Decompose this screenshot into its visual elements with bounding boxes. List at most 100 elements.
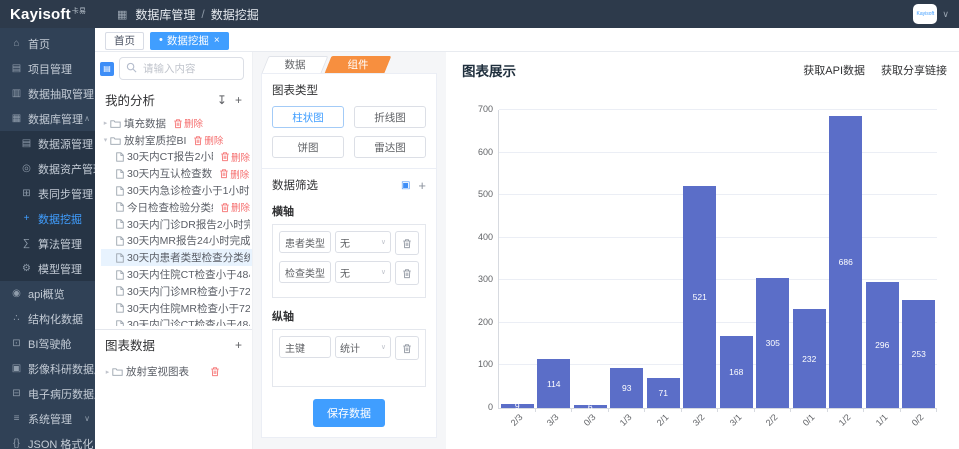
bar-slot: 6 0/3 bbox=[572, 110, 609, 428]
tree-arrow-icon[interactable]: ▸ bbox=[103, 120, 108, 128]
tree-item[interactable]: 30天内互认检查数 删除 bbox=[101, 165, 252, 182]
chart-type-label: 图表类型 bbox=[272, 85, 318, 97]
sidebar-item-api-overview[interactable]: ◉ api概览 bbox=[0, 281, 95, 306]
sidebar-item-data-extract-mgmt[interactable]: ▥ 数据抽取管理 ∨ bbox=[0, 81, 95, 106]
trash-button[interactable] bbox=[395, 261, 419, 285]
sidebar-item-structured-data[interactable]: ∴ 结构化数据 bbox=[0, 306, 95, 331]
algorithm-mgmt-icon: ∑ bbox=[22, 238, 31, 249]
sidebar-item-model-mgmt[interactable]: ⚙ 模型管理 bbox=[0, 256, 95, 281]
tree-item[interactable]: 30天内门诊CT检查小于48小时总计 bbox=[101, 317, 252, 326]
delete-link[interactable]: 删除 bbox=[220, 200, 250, 214]
config-tab-1[interactable]: 组件 bbox=[324, 56, 392, 73]
save-data-button[interactable]: 保存数据 bbox=[313, 399, 385, 427]
sidebar-item-data-mining[interactable]: + 数据挖掘 bbox=[0, 206, 95, 231]
breadcrumb-item-data-mining[interactable]: 数据挖掘 bbox=[210, 7, 259, 22]
main: ⌂首页▤项目管理▥数据抽取管理∨▦数据库管理∧▤数据源管理◎数据资产管理⊞表同步… bbox=[0, 28, 959, 449]
tree-item[interactable]: 30天内门诊MR检查小于72小时总计 bbox=[101, 283, 252, 300]
trash-button[interactable] bbox=[395, 231, 419, 255]
delete-link[interactable]: 删除 bbox=[220, 150, 250, 164]
trash-icon[interactable] bbox=[210, 366, 220, 377]
sidebar-item-bi-cockpit[interactable]: ⊡ BI驾驶舱 bbox=[0, 331, 95, 356]
get-share-link[interactable]: 获取分享链接 bbox=[881, 65, 947, 77]
x-axis-field[interactable]: 检查类型 bbox=[279, 261, 331, 283]
search-input[interactable] bbox=[141, 61, 237, 76]
tree-item[interactable]: 30天内住院CT检查小于48小时总计 bbox=[101, 266, 252, 283]
bar: 521 bbox=[683, 186, 717, 408]
tree-item[interactable]: 今日检查检验分类统计删除 bbox=[101, 199, 252, 216]
add-analysis-icon[interactable]: + bbox=[234, 92, 242, 107]
folder-icon bbox=[112, 367, 123, 376]
tree-item[interactable]: 30天内门诊DR报告2小时完成数 bbox=[101, 216, 252, 233]
chart-data-item[interactable]: ▸ 放射室视图表 bbox=[95, 358, 252, 379]
config-tab-0[interactable]: 数据 bbox=[261, 56, 329, 73]
tree-item[interactable]: 30天内住院MR检查小于72小时总计 bbox=[101, 300, 252, 317]
delete-link[interactable]: 删除 bbox=[219, 167, 249, 181]
copy-icon[interactable]: ▣ bbox=[400, 179, 411, 191]
search-box[interactable] bbox=[119, 57, 244, 80]
y-axis-box: 主键 统计 ∨ bbox=[272, 329, 426, 387]
sidebar-item-table-sync-mgmt[interactable]: ⊞ 表同步管理 bbox=[0, 181, 95, 206]
chevron-down-icon[interactable]: ∨ bbox=[942, 8, 949, 19]
chart-type-button-0[interactable]: 柱状图 bbox=[272, 106, 344, 128]
tree-item[interactable]: 30天内急诊检查小于1小时总计 bbox=[101, 182, 252, 199]
sidebar-item-data-source-mgmt[interactable]: ▤ 数据源管理 bbox=[0, 131, 95, 156]
tree-item-label: 30天内CT报告2小时完成数 bbox=[127, 151, 213, 164]
chart-type-button-3[interactable]: 雷达图 bbox=[354, 136, 426, 158]
get-api-data-link[interactable]: 获取API数据 bbox=[803, 65, 865, 77]
tree-item[interactable]: 30天内患者类型检查分类统计 bbox=[101, 249, 252, 267]
y-axis-field[interactable]: 主键 bbox=[279, 336, 331, 358]
x-axis-tick-label: 1/1 bbox=[873, 412, 890, 428]
close-icon[interactable]: × bbox=[213, 34, 220, 46]
model-mgmt-icon: ⚙ bbox=[22, 263, 31, 274]
x-axis-agg-select[interactable]: 无 ∨ bbox=[335, 261, 391, 283]
config-tabs: 数据 组件 bbox=[261, 52, 437, 73]
grid-icon[interactable]: ▤ bbox=[100, 61, 114, 76]
tree-item[interactable]: 30天内MR报告24小时完成数 bbox=[101, 233, 252, 250]
gridline bbox=[499, 109, 937, 110]
y-axis-agg-select[interactable]: 统计 ∨ bbox=[335, 336, 391, 358]
avatar[interactable]: Kayisoft bbox=[913, 4, 938, 24]
x-axis-tick-label: 3/2 bbox=[690, 412, 707, 428]
sidebar-item-home[interactable]: ⌂ 首页 bbox=[0, 31, 95, 56]
sidebar-item-data-asset-mgmt[interactable]: ◎ 数据资产管理 bbox=[0, 156, 95, 181]
tree-item[interactable]: ▸ 填充数据 删除 bbox=[101, 115, 252, 132]
tree-arrow-icon[interactable]: ▸ bbox=[105, 368, 110, 376]
page-tab-0[interactable]: 首页 bbox=[105, 31, 144, 50]
chart-plot-area: 0 100 200 300 400 500 600 700 9 2/3 114 3/3 6 0/3 93 1/… bbox=[478, 104, 937, 428]
chart-type-grid: 柱状图 折线图 饼图 雷达图 bbox=[272, 106, 426, 158]
chart-type-button-2[interactable]: 饼图 bbox=[272, 136, 344, 158]
chart-panel: 图表展示 获取API数据 获取分享链接 0 100 200 300 400 500 600 7… bbox=[446, 52, 959, 449]
bar-slot: 305 2/2 bbox=[755, 110, 792, 428]
x-axis-field[interactable]: 患者类型 bbox=[279, 231, 331, 253]
download-icon[interactable]: ↧ bbox=[216, 92, 227, 107]
chart-links: 获取API数据 获取分享链接 bbox=[803, 62, 947, 78]
x-axis-tick-label: 0/2 bbox=[909, 412, 926, 428]
bar-value-label: 9 bbox=[514, 401, 520, 412]
x-axis-row-0: 患者类型无 ∨ bbox=[279, 231, 419, 255]
sidebar-item-system-mgmt[interactable]: ≡ 系统管理 ∨ bbox=[0, 406, 95, 431]
sidebar-item-project-mgmt[interactable]: ▤ 项目管理 bbox=[0, 56, 95, 81]
breadcrumb-item-database-mgmt[interactable]: 数据库管理 bbox=[135, 7, 196, 22]
sidebar-item-emr-data-qc[interactable]: ⊟ 电子病历数据质控 bbox=[0, 381, 95, 406]
gridline bbox=[499, 194, 937, 196]
tree-item[interactable]: 30天内CT报告2小时完成数删除 bbox=[101, 149, 252, 166]
bar-value-label: 93 bbox=[622, 383, 632, 394]
tree-item-label: 30天内互认检查数 bbox=[127, 168, 213, 181]
x-axis-agg-select[interactable]: 无 ∨ bbox=[335, 231, 391, 253]
sidebar-item-json-format[interactable]: {} JSON 格式化 bbox=[0, 431, 95, 449]
tree-arrow-icon[interactable]: ▾ bbox=[103, 137, 108, 145]
delete-link[interactable]: 删除 bbox=[173, 116, 203, 130]
chart-type-button-1[interactable]: 折线图 bbox=[354, 106, 426, 128]
content: 首页 •数据挖掘 × ▤ 我的分析 ↧ + bbox=[95, 28, 959, 449]
sidebar-item-label: 结构化数据 bbox=[28, 313, 83, 326]
add-chart-data-icon[interactable]: + bbox=[234, 337, 242, 352]
page-tab-1[interactable]: • 数据挖掘 × bbox=[150, 31, 229, 50]
file-icon bbox=[116, 219, 124, 229]
trash-button[interactable] bbox=[395, 336, 419, 360]
delete-link[interactable]: 删除 bbox=[193, 133, 223, 147]
sidebar-item-database-mgmt[interactable]: ▦ 数据库管理 ∧ bbox=[0, 106, 95, 131]
sidebar-item-algorithm-mgmt[interactable]: ∑ 算法管理 bbox=[0, 231, 95, 256]
tree-item[interactable]: ▾ 放射室质控BI 删除 bbox=[101, 132, 252, 149]
sidebar-item-imaging-research-db[interactable]: ▣ 影像科研数据库 bbox=[0, 356, 95, 381]
add-filter-icon[interactable]: + bbox=[418, 177, 426, 193]
